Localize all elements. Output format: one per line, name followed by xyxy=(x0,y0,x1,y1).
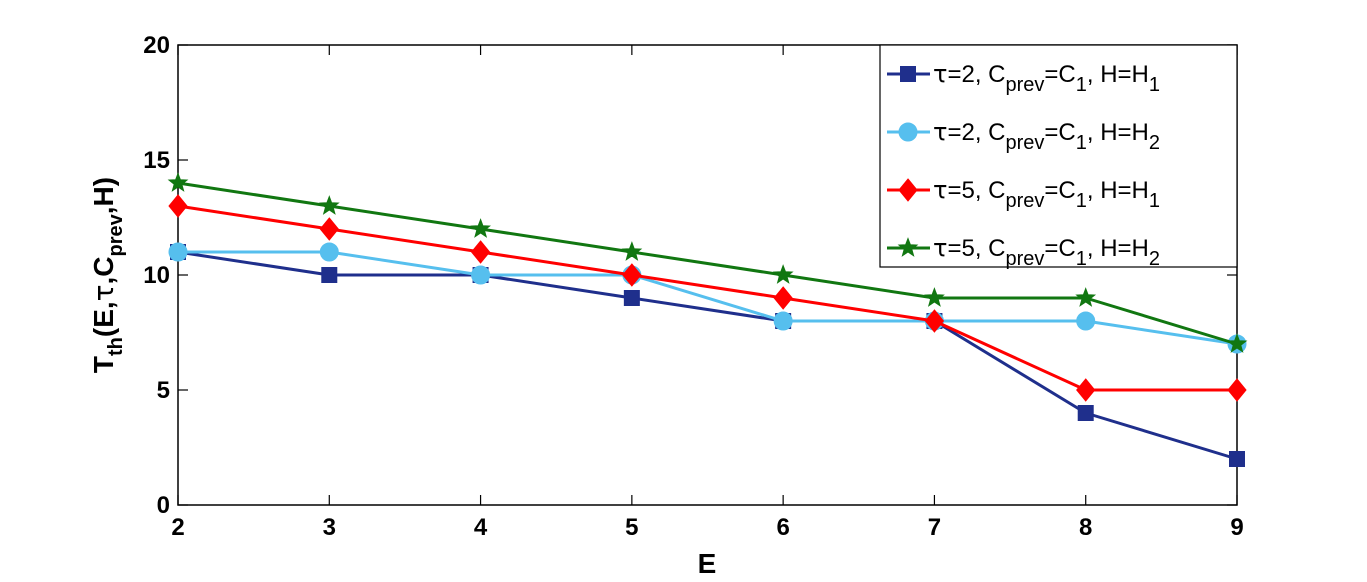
data-point xyxy=(773,286,793,310)
legend-label-tau: τ xyxy=(933,176,947,204)
legend-label-c-sub: 1 xyxy=(1076,132,1087,154)
legend-label-h-sub: 2 xyxy=(1149,248,1160,270)
x-axis: 2 3 4 5 6 7 8 9 xyxy=(171,45,1244,541)
legend-label-eq-c: =C xyxy=(1044,119,1075,146)
legend-label-tau: τ xyxy=(933,118,947,146)
legend-box xyxy=(879,44,1238,268)
y-tick-label: 15 xyxy=(143,147,170,174)
data-point xyxy=(1076,378,1096,402)
data-point xyxy=(470,240,491,264)
y-axis-title: Tth(E,τ,Cprev,H) xyxy=(87,177,127,373)
legend-label-h: , H=H xyxy=(1087,119,1149,146)
x-tick-label: 7 xyxy=(928,514,941,541)
x-tick-label: 3 xyxy=(323,514,336,541)
legend-label-tau-val: =5, C xyxy=(947,235,1005,262)
data-point xyxy=(167,172,189,192)
legend-label-h: , H=H xyxy=(1087,177,1149,204)
data-point xyxy=(924,287,945,307)
legend-label: τ=2, Cprev=C1, H=H1 xyxy=(933,60,1160,96)
data-point xyxy=(318,195,340,215)
legend-entry-1: τ=2, Cprev=C1, H=H1 xyxy=(887,60,1160,96)
data-point xyxy=(319,242,339,262)
legend-label-tau: τ xyxy=(933,234,947,262)
data-point xyxy=(1227,378,1247,402)
y-tick-label: 5 xyxy=(157,377,170,404)
data-point xyxy=(168,242,188,262)
legend-label-eq-c: =C xyxy=(1044,235,1075,262)
legend-label-c-sub: 1 xyxy=(1076,190,1087,212)
x-tick-label: 8 xyxy=(1079,514,1092,541)
y-tick-label: 20 xyxy=(143,32,170,59)
data-point xyxy=(622,263,642,287)
legend-label-c-sub: 1 xyxy=(1076,74,1087,96)
y-axis-title-sub: th xyxy=(105,337,127,356)
data-point xyxy=(1077,405,1094,421)
legend-label-tau: τ xyxy=(933,60,947,88)
legend-label: τ=5, Cprev=C1, H=H1 xyxy=(933,176,1160,212)
legend-label-tau-val: =2, C xyxy=(947,119,1005,146)
data-point xyxy=(1226,333,1248,353)
legend-entry-3: τ=5, Cprev=C1, H=H1 xyxy=(887,176,1160,212)
legend-label-h: , H=H xyxy=(1087,61,1149,88)
legend-label-prev: prev xyxy=(1005,248,1044,270)
y-axis-title-main: T xyxy=(88,356,119,373)
data-point xyxy=(1075,287,1097,307)
series-line xyxy=(177,250,1238,461)
y-axis-title-tau: τ xyxy=(87,284,120,301)
legend-label-h: , H=H xyxy=(1087,235,1149,262)
legend-swatch-marker xyxy=(897,237,919,257)
y-tick-label: 0 xyxy=(157,492,170,519)
series-line xyxy=(177,204,1237,392)
x-axis-title: E xyxy=(698,548,717,579)
data-point xyxy=(319,217,339,241)
legend: τ=2, Cprev=C1, H=H1τ=2, Cprev=C1, H=H2τ=… xyxy=(879,44,1238,270)
x-tick-label: 2 xyxy=(171,514,184,541)
data-point xyxy=(1229,451,1245,467)
legend-label-prev: prev xyxy=(1005,74,1044,96)
data-point xyxy=(623,290,640,306)
series-line xyxy=(177,181,1238,346)
data-point xyxy=(1076,311,1096,331)
y-tick-label: 10 xyxy=(143,262,170,289)
data-point xyxy=(773,311,793,331)
y-axis-title-args-after: ,H) xyxy=(88,177,119,214)
series-3 xyxy=(168,194,1247,402)
y-axis-title-args-before: (E, xyxy=(88,301,119,337)
legend-label-prev: prev xyxy=(1005,132,1044,154)
legend-label-tau-val: =2, C xyxy=(947,61,1005,88)
legend-label: τ=5, Cprev=C1, H=H2 xyxy=(933,234,1160,270)
legend-label-tau-val: =5, C xyxy=(947,177,1005,204)
legend-entry-2: τ=2, Cprev=C1, H=H2 xyxy=(887,118,1160,154)
series-line xyxy=(178,250,1238,346)
legend-label-h-sub: 1 xyxy=(1149,190,1160,212)
data-point xyxy=(772,264,794,284)
legend-label-eq-c: =C xyxy=(1044,61,1075,88)
y-axis-title-args-sub: prev xyxy=(105,213,127,256)
legend-label-c-sub: 1 xyxy=(1076,248,1087,270)
data-point xyxy=(470,218,491,238)
legend-label: τ=2, Cprev=C1, H=H2 xyxy=(933,118,1160,154)
legend-label-prev: prev xyxy=(1005,190,1044,212)
x-tick-label: 6 xyxy=(776,514,789,541)
x-tick-label: 4 xyxy=(474,514,488,541)
legend-label-eq-c: =C xyxy=(1044,177,1075,204)
x-tick-label: 5 xyxy=(625,514,638,541)
data-point xyxy=(621,241,643,261)
legend-label-h-sub: 1 xyxy=(1149,74,1160,96)
legend-entry-4: τ=5, Cprev=C1, H=H2 xyxy=(887,234,1160,270)
data-point xyxy=(168,194,188,218)
legend-swatch-marker xyxy=(898,178,918,202)
data-point xyxy=(471,265,491,285)
legend-label-h-sub: 2 xyxy=(1149,132,1160,154)
data-point xyxy=(321,267,338,283)
x-tick-label: 9 xyxy=(1230,514,1243,541)
series-layer xyxy=(167,172,1248,467)
data-point xyxy=(924,309,945,333)
series-4 xyxy=(167,172,1248,353)
legend-swatch-marker xyxy=(900,66,916,82)
legend-swatch-marker xyxy=(898,122,918,142)
y-axis-title-args-mid: ,C xyxy=(88,256,119,284)
